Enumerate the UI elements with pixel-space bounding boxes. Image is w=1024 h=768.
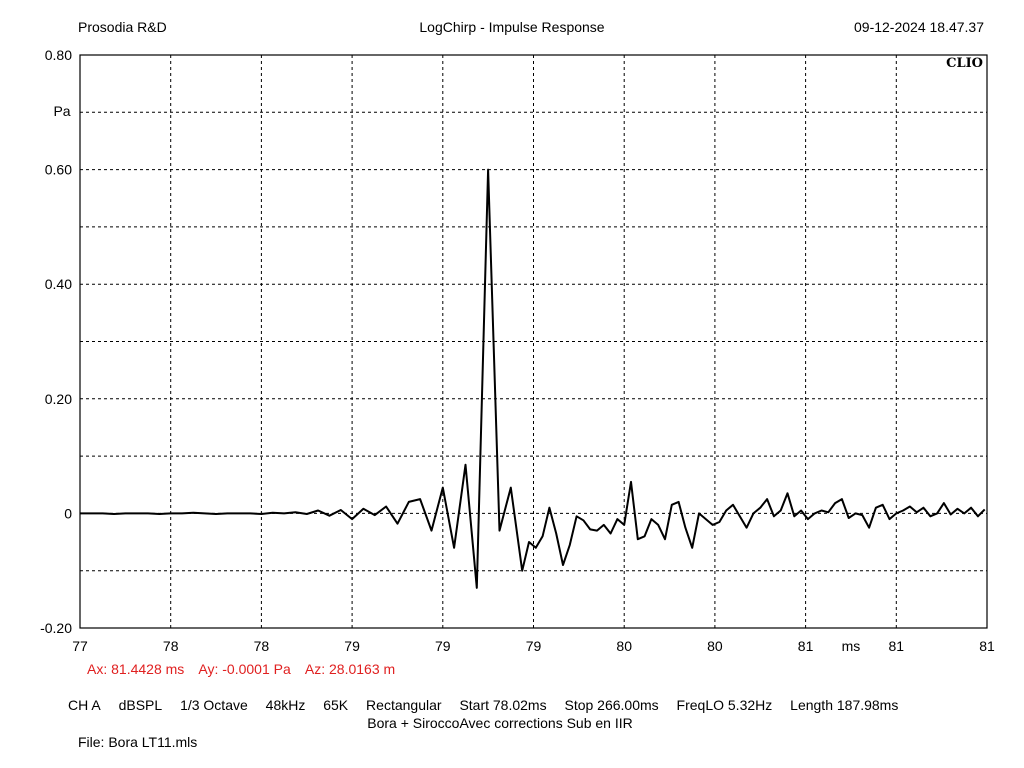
clio-logo: CLIO: [946, 56, 983, 71]
cursor-az: Az: 28.0163 m: [304, 661, 396, 677]
cursor-ax: Ax: 81.4428 ms: [87, 661, 185, 677]
y-tick-label: 0.20: [45, 391, 72, 407]
x-tick-label: 81: [889, 638, 905, 654]
y-tick-label: 0.80: [45, 47, 72, 63]
setting-smoothing: 1/3 Octave: [180, 697, 248, 713]
x-tick-label: 79: [435, 638, 451, 654]
setting-sample-rate: 48kHz: [265, 697, 306, 713]
x-tick-label: 81: [798, 638, 814, 654]
cursor-readout: Ax: 81.4428 ms Ay: -0.0001 Pa Az: 28.016…: [87, 661, 406, 677]
y-tick-label: -0.20: [40, 620, 72, 636]
company-name: Prosodia R&D: [78, 19, 167, 35]
setting-channel: CH A: [68, 697, 101, 713]
x-tick-label: 77: [72, 638, 88, 654]
setting-unit: dBSPL: [118, 697, 163, 713]
setting-window: Rectangular: [366, 697, 442, 713]
x-tick-label: 80: [707, 638, 723, 654]
series-group: [80, 168, 986, 589]
cursor-ay: Ay: -0.0001 Pa: [198, 661, 291, 677]
x-tick-label: 80: [616, 638, 632, 654]
y-axis-unit-label: Pa: [53, 103, 70, 119]
x-axis-unit-label: ms: [842, 638, 861, 654]
x-tick-label: 81: [979, 638, 995, 654]
x-tick-label: 78: [254, 638, 270, 654]
chart-title: LogChirp - Impulse Response: [419, 19, 605, 35]
y-tick-label: 0.60: [45, 162, 72, 178]
measurement-settings: CH A dBSPL 1/3 Octave 48kHz 65K Rectangu…: [68, 697, 912, 713]
measurement-comment: Bora + SiroccoAvec corrections Sub en II…: [367, 715, 633, 731]
x-tick-label: 79: [344, 638, 360, 654]
setting-stop: Stop 266.00ms: [564, 697, 659, 713]
file-name: File: Bora LT11.mls: [78, 734, 198, 750]
x-tick-label: 79: [526, 638, 542, 654]
x-tick-label: 78: [163, 638, 179, 654]
setting-length: Length 187.98ms: [790, 697, 899, 713]
measurement-datetime: 09-12-2024 18.47.37: [854, 19, 984, 35]
setting-freq-lo: FreqLO 5.32Hz: [676, 697, 773, 713]
y-tick-label: 0: [64, 505, 72, 521]
y-tick-label: 0.40: [45, 276, 72, 292]
setting-start: Start 78.02ms: [459, 697, 547, 713]
series-line: [80, 168, 986, 589]
setting-size: 65K: [323, 697, 349, 713]
